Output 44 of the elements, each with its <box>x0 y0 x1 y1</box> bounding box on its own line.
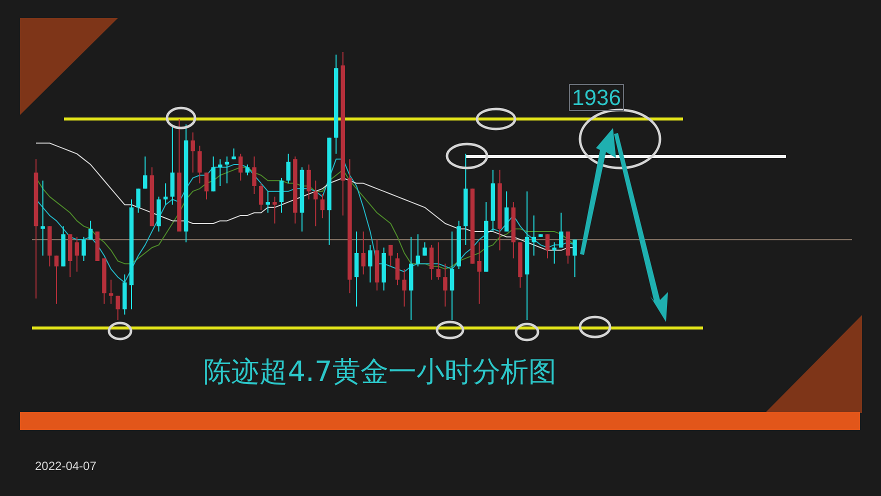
candlestick <box>361 231 366 275</box>
candlestick <box>443 263 448 308</box>
annotation: 1936 <box>569 84 624 111</box>
candlestick <box>238 153 243 182</box>
candlestick <box>88 220 93 240</box>
candlestick <box>54 255 59 304</box>
candlestick <box>552 242 556 264</box>
candlestick <box>286 153 290 184</box>
candlestick <box>82 236 86 262</box>
candlestick <box>245 164 250 176</box>
candlestick <box>258 182 264 211</box>
text: 2022-04-07 <box>35 459 96 473</box>
candlestick <box>559 212 564 248</box>
candlestick <box>306 164 311 200</box>
candlestick <box>163 182 168 206</box>
candlestick <box>416 234 420 267</box>
candlestick <box>368 244 372 283</box>
text: 陈迹超4.7黄金一小时分析图 <box>202 354 558 390</box>
candlestick <box>532 214 536 256</box>
candlestick <box>143 156 148 190</box>
candlestick <box>429 244 434 280</box>
candlestick <box>402 268 406 308</box>
candlestick <box>545 234 550 259</box>
candlestick <box>74 236 80 272</box>
candlestick <box>395 252 400 286</box>
candlestick <box>190 132 195 174</box>
candlestick <box>108 279 114 304</box>
candlestick <box>204 172 209 200</box>
candlestick <box>572 239 577 278</box>
candlestick <box>252 156 256 195</box>
candlestick <box>136 188 140 214</box>
candlestick <box>272 196 277 224</box>
candlestick <box>320 194 325 219</box>
candlestick <box>218 158 222 186</box>
candlestick <box>436 242 441 280</box>
candlestick <box>422 242 427 256</box>
candlestick <box>198 145 202 184</box>
candlestick <box>279 177 284 214</box>
candlestick <box>477 242 482 304</box>
candlestick <box>450 231 454 320</box>
candlestick <box>116 295 120 320</box>
candlestick <box>40 180 45 256</box>
candlestick <box>388 244 393 267</box>
candlestick <box>314 180 318 227</box>
